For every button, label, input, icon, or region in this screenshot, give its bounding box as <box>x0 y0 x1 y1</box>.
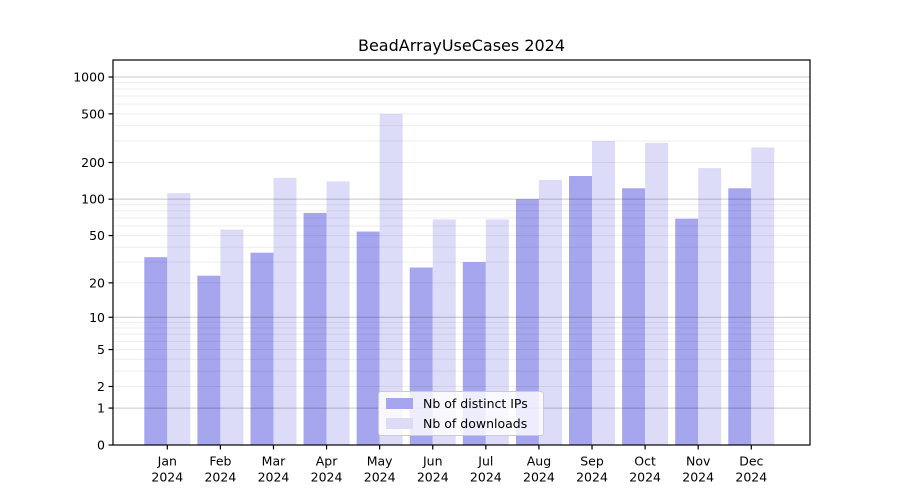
y-tick-label: 2 <box>97 379 105 394</box>
bar-distinct-ips-sep <box>569 176 593 446</box>
y-tick-label: 1 <box>97 401 105 416</box>
bar-downloads-jul <box>485 219 509 445</box>
bar-distinct-ips-dec <box>728 188 752 446</box>
x-tick-label-month: Dec <box>739 454 763 469</box>
x-tick-label-month: Apr <box>316 454 338 469</box>
x-tick-label-year: 2024 <box>417 470 449 485</box>
x-tick-label-month: May <box>367 454 393 469</box>
axis-frame <box>112 59 811 446</box>
bar-distinct-ips-mar <box>250 252 274 445</box>
bar-downloads-feb <box>220 229 244 445</box>
bar-downloads-apr <box>326 181 350 446</box>
legend-item-downloads: Nb of downloads <box>386 415 543 432</box>
x-tick-label-year: 2024 <box>258 470 290 485</box>
x-tick-label-month: Jan <box>157 454 177 469</box>
legend-swatch-distinct-ips <box>386 398 413 409</box>
x-tick-label-month: Nov <box>686 454 711 469</box>
x-tick-label-year: 2024 <box>576 470 608 485</box>
x-tick-label-month: Aug <box>527 454 551 469</box>
x-tick-label-year: 2024 <box>470 470 502 485</box>
bar-downloads-mar <box>273 177 297 445</box>
legend: Nb of distinct IPs Nb of downloads <box>378 391 544 436</box>
y-tick-label: 5 <box>97 342 105 357</box>
bar-downloads-sep <box>592 141 616 445</box>
chart-title: BeadArrayUseCases 2024 <box>357 36 566 55</box>
legend-swatch-downloads <box>386 418 413 429</box>
bar-downloads-jan <box>167 193 191 445</box>
legend-label-downloads: Nb of downloads <box>423 416 528 431</box>
x-tick-label-year: 2024 <box>364 470 396 485</box>
bar-distinct-ips-nov <box>675 218 699 445</box>
x-tick-label-year: 2024 <box>629 470 661 485</box>
y-tick-label: 20 <box>89 275 105 290</box>
y-tick-label: 50 <box>89 228 105 243</box>
bar-downloads-aug <box>538 179 562 445</box>
y-tick-label: 0 <box>97 438 105 453</box>
y-tick-label: 1000 <box>73 70 105 85</box>
bar-downloads-oct <box>645 142 669 445</box>
x-tick-label-year: 2024 <box>311 470 343 485</box>
x-tick-label-month: Jul <box>477 454 493 469</box>
x-tick-label-year: 2024 <box>682 470 714 485</box>
y-tick-label: 100 <box>81 192 105 207</box>
legend-item-distinct-ips: Nb of distinct IPs <box>386 395 543 412</box>
x-tick-label-month: Oct <box>634 454 656 469</box>
bar-downloads-jun <box>432 219 456 445</box>
y-tick-label: 200 <box>81 155 105 170</box>
x-tick-label-year: 2024 <box>151 470 183 485</box>
bar-downloads-dec <box>751 147 775 445</box>
bar-downloads-may <box>379 113 403 445</box>
x-tick-label-month: Jun <box>422 454 443 469</box>
bar-downloads-nov <box>698 168 722 446</box>
x-tick-label-month: Sep <box>580 454 604 469</box>
legend-label-distinct-ips: Nb of distinct IPs <box>423 396 528 411</box>
x-tick-label-year: 2024 <box>204 470 236 485</box>
y-tick-label: 10 <box>89 310 105 325</box>
bar-distinct-ips-may <box>356 231 380 445</box>
bar-distinct-ips-aug <box>515 199 539 445</box>
bar-distinct-ips-feb <box>197 275 221 445</box>
y-tick-label: 500 <box>81 106 105 121</box>
bar-distinct-ips-jan <box>144 257 168 445</box>
x-tick-label-month: Mar <box>262 454 286 469</box>
bar-distinct-ips-apr <box>303 212 327 445</box>
x-tick-label-year: 2024 <box>735 470 767 485</box>
x-tick-label-month: Feb <box>209 454 231 469</box>
x-tick-label-year: 2024 <box>523 470 555 485</box>
bar-distinct-ips-oct <box>622 188 646 446</box>
